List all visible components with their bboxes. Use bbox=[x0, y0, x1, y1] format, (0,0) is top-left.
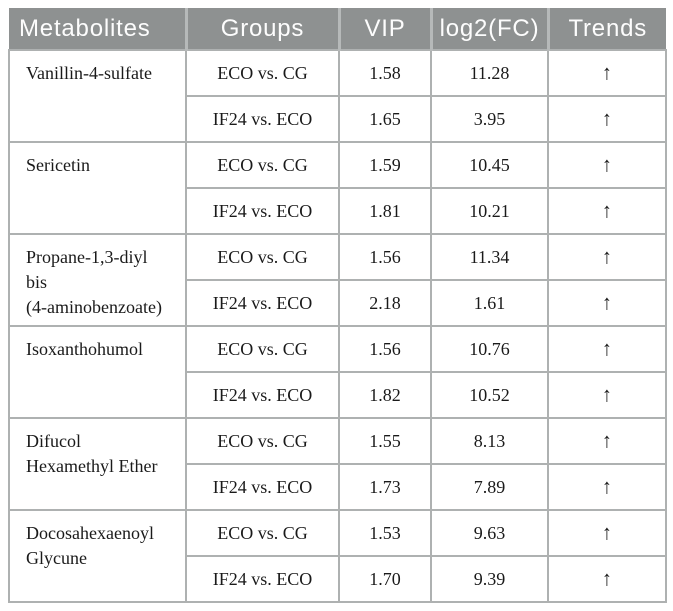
trend-up-icon: ↑ bbox=[602, 474, 612, 499]
group-cell: ECO vs. CG bbox=[185, 141, 340, 189]
table-row: Vanillin-4-sulfate ECO vs. CG 1.58 11.28… bbox=[8, 49, 667, 143]
group-cell: IF24 vs. ECO bbox=[185, 187, 340, 235]
table-row: IF24 vs. ECO 1.70 9.39 ↑ bbox=[9, 555, 667, 603]
log2fc-cell: 8.13 bbox=[430, 417, 549, 465]
log2fc-cell: 7.89 bbox=[430, 463, 549, 511]
log2fc-cell: 11.28 bbox=[430, 49, 549, 97]
trend-up-icon: ↑ bbox=[602, 60, 612, 85]
header-groups: Groups bbox=[184, 8, 339, 50]
header-metabolites: Metabolites bbox=[9, 8, 186, 50]
vip-cell: 1.56 bbox=[338, 325, 432, 373]
log2fc-cell: 10.45 bbox=[430, 141, 549, 189]
header-trends: Trends bbox=[546, 8, 666, 50]
vip-cell: 1.53 bbox=[338, 509, 432, 557]
trend-cell: ↑ bbox=[547, 325, 667, 373]
table-row: IF24 vs. ECO 2.18 1.61 ↑ bbox=[9, 279, 667, 327]
log2fc-cell: 9.63 bbox=[430, 509, 549, 557]
vip-cell: 1.73 bbox=[338, 463, 432, 511]
group-cell: IF24 vs. ECO bbox=[185, 371, 340, 419]
table-row: IF24 vs. ECO 1.81 10.21 ↑ bbox=[9, 187, 667, 235]
vip-cell: 1.82 bbox=[338, 371, 432, 419]
header-log2fc: log2(FC) bbox=[429, 8, 548, 50]
table-row: Propane-1,3-diyl bis (4-aminobenzoate) E… bbox=[8, 233, 667, 327]
vip-cell: 1.55 bbox=[338, 417, 432, 465]
trend-up-icon: ↑ bbox=[602, 566, 612, 591]
trend-up-icon: ↑ bbox=[602, 428, 612, 453]
trend-cell: ↑ bbox=[547, 141, 667, 189]
group-cell: IF24 vs. ECO bbox=[185, 95, 340, 143]
trend-cell: ↑ bbox=[547, 555, 667, 603]
group-cell: IF24 vs. ECO bbox=[185, 279, 340, 327]
vip-cell: 1.81 bbox=[338, 187, 432, 235]
log2fc-cell: 11.34 bbox=[430, 233, 549, 281]
trend-cell: ↑ bbox=[547, 233, 667, 281]
table-header-row: Metabolites Groups VIP log2(FC) Trends bbox=[9, 8, 666, 50]
trend-cell: ↑ bbox=[547, 463, 667, 511]
trend-up-icon: ↑ bbox=[602, 198, 612, 223]
group-cell: IF24 vs. ECO bbox=[185, 555, 340, 603]
log2fc-cell: 10.52 bbox=[430, 371, 549, 419]
metabolite-cell: Isoxanthohumol bbox=[8, 325, 187, 419]
group-cell: IF24 vs. ECO bbox=[185, 463, 340, 511]
trend-up-icon: ↑ bbox=[602, 106, 612, 131]
trend-cell: ↑ bbox=[547, 417, 667, 465]
table-row: Sericetin ECO vs. CG 1.59 10.45 ↑ bbox=[8, 141, 667, 235]
log2fc-cell: 3.95 bbox=[430, 95, 549, 143]
log2fc-cell: 1.61 bbox=[430, 279, 549, 327]
log2fc-cell: 10.76 bbox=[430, 325, 549, 373]
table-row: Docosahexaenoyl Glycune ECO vs. CG 1.53 … bbox=[8, 509, 667, 603]
trend-up-icon: ↑ bbox=[602, 244, 612, 269]
group-cell: ECO vs. CG bbox=[185, 325, 340, 373]
trend-cell: ↑ bbox=[547, 371, 667, 419]
trend-cell: ↑ bbox=[547, 49, 667, 97]
vip-cell: 1.59 bbox=[338, 141, 432, 189]
log2fc-cell: 9.39 bbox=[430, 555, 549, 603]
trend-cell: ↑ bbox=[547, 187, 667, 235]
table-row: IF24 vs. ECO 1.82 10.52 ↑ bbox=[9, 371, 667, 419]
log2fc-cell: 10.21 bbox=[430, 187, 549, 235]
group-cell: ECO vs. CG bbox=[185, 233, 340, 281]
trend-cell: ↑ bbox=[547, 279, 667, 327]
vip-cell: 1.58 bbox=[338, 49, 432, 97]
table-row: IF24 vs. ECO 1.73 7.89 ↑ bbox=[9, 463, 667, 511]
group-cell: ECO vs. CG bbox=[185, 49, 340, 97]
trend-up-icon: ↑ bbox=[602, 290, 612, 315]
metabolite-cell: Docosahexaenoyl Glycune bbox=[8, 509, 187, 603]
table-row: IF24 vs. ECO 1.65 3.95 ↑ bbox=[9, 95, 667, 143]
vip-cell: 1.65 bbox=[338, 95, 432, 143]
trend-up-icon: ↑ bbox=[602, 152, 612, 177]
vip-cell: 2.18 bbox=[338, 279, 432, 327]
group-cell: ECO vs. CG bbox=[185, 417, 340, 465]
trend-cell: ↑ bbox=[547, 95, 667, 143]
table-row: Isoxanthohumol ECO vs. CG 1.56 10.76 ↑ bbox=[8, 325, 667, 419]
header-vip: VIP bbox=[337, 8, 431, 50]
metabolites-table: Metabolites Groups VIP log2(FC) Trends V… bbox=[8, 8, 667, 603]
table-row: Difucol Hexamethyl Ether ECO vs. CG 1.55… bbox=[8, 417, 667, 511]
trend-cell: ↑ bbox=[547, 509, 667, 557]
trend-up-icon: ↑ bbox=[602, 336, 612, 361]
metabolite-cell: Difucol Hexamethyl Ether bbox=[8, 417, 187, 511]
group-cell: ECO vs. CG bbox=[185, 509, 340, 557]
vip-cell: 1.70 bbox=[338, 555, 432, 603]
trend-up-icon: ↑ bbox=[602, 520, 612, 545]
trend-up-icon: ↑ bbox=[602, 382, 612, 407]
metabolite-cell: Propane-1,3-diyl bis (4-aminobenzoate) bbox=[8, 233, 187, 327]
metabolite-cell: Sericetin bbox=[8, 141, 187, 235]
vip-cell: 1.56 bbox=[338, 233, 432, 281]
metabolite-cell: Vanillin-4-sulfate bbox=[8, 49, 187, 143]
